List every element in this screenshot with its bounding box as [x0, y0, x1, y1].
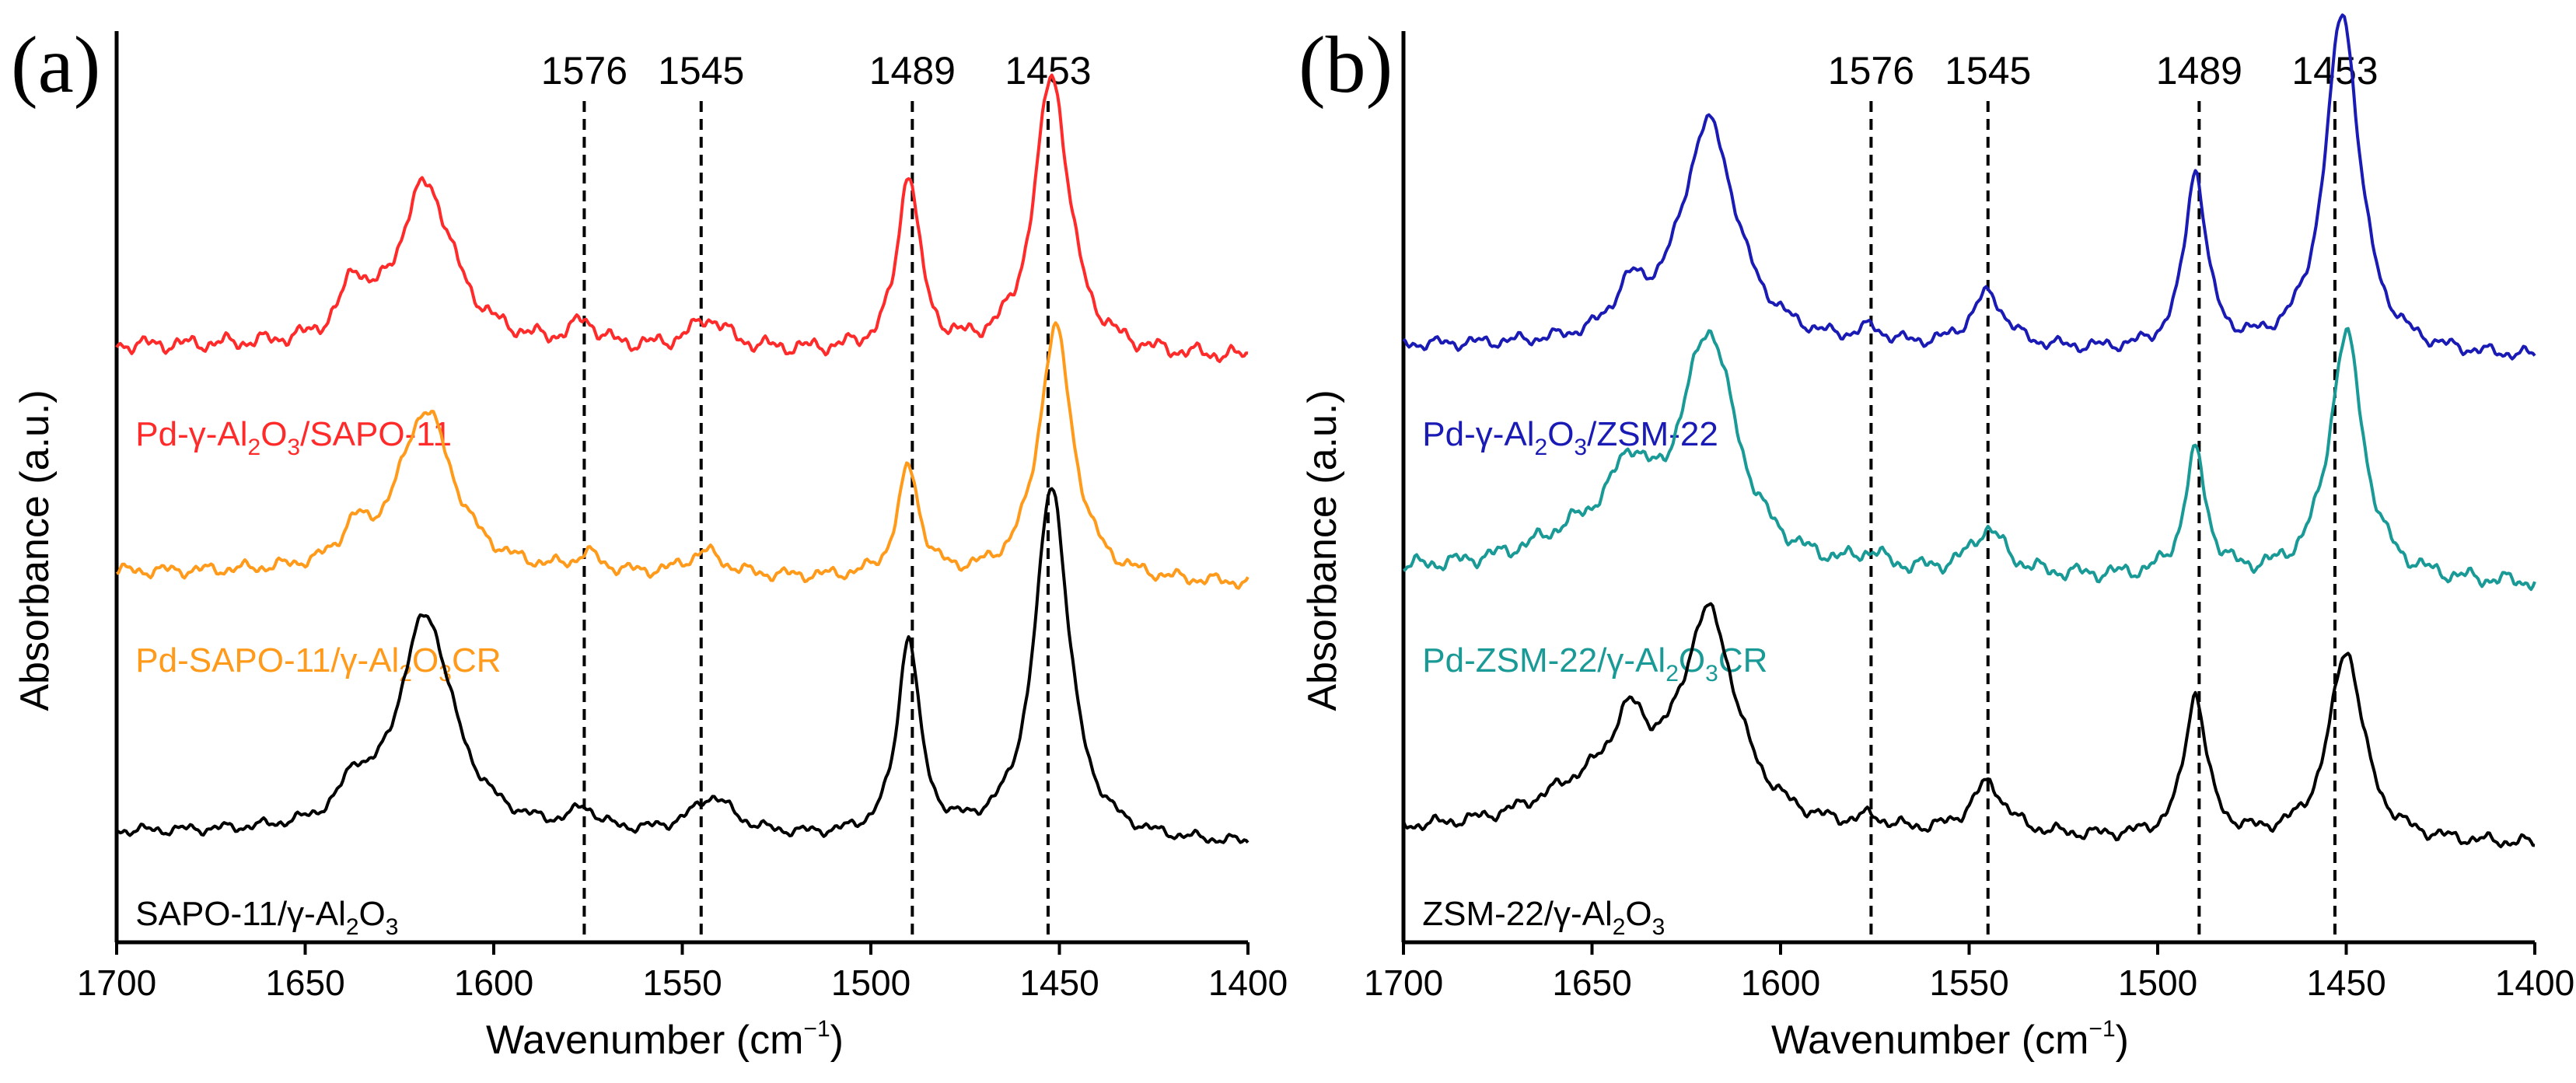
- series-label-subscript: 3: [1652, 914, 1665, 940]
- series-line: [1402, 327, 2536, 592]
- x-axis-title-main: Wavenumber (cm: [486, 1018, 803, 1063]
- series-label-text: O: [412, 641, 439, 679]
- reference-line-label: 1489: [869, 49, 956, 93]
- series-label-text: CR: [452, 641, 502, 679]
- x-axis-title-sup: −1: [803, 1016, 830, 1042]
- y-axis-title: Absorbance (a.u.): [12, 390, 58, 711]
- series-label: SAPO-11/γ-Al2O3: [135, 895, 398, 940]
- series-label-text: ZSM-22/γ-Al: [1422, 895, 1612, 933]
- series-label-text: O: [260, 415, 287, 453]
- series-line: [115, 321, 1250, 590]
- x-tick-label: 1700: [1364, 962, 1443, 1003]
- reference-line-label: 1489: [2156, 49, 2242, 93]
- series-label-text: /SAPO-11: [300, 415, 452, 453]
- series-label-subscript: 3: [1574, 435, 1587, 460]
- x-axis-title-end: ): [830, 1018, 844, 1063]
- series-label-text: Pd-γ-Al: [1422, 415, 1534, 453]
- series-label: ZSM-22/γ-Al2O3: [1422, 895, 1665, 940]
- series-label-subscript: 2: [1613, 914, 1626, 940]
- x-axis-title: Wavenumber (cm−1): [486, 1016, 844, 1063]
- series-label-text: /ZSM-22: [1587, 415, 1718, 453]
- x-tick-label: 1600: [1741, 962, 1820, 1003]
- series-label-text: Pd-ZSM-22/γ-Al: [1422, 641, 1665, 679]
- series-label-subscript: 2: [1665, 661, 1679, 686]
- x-tick-label: 1450: [1019, 962, 1099, 1003]
- x-axis-title-main: Wavenumber (cm: [1771, 1018, 2088, 1063]
- series-label-subscript: 2: [346, 914, 359, 940]
- series-label-text: Pd-SAPO-11/γ-Al: [135, 641, 399, 679]
- series-label-subscript: 3: [1705, 661, 1718, 686]
- x-tick-label: 1600: [454, 962, 533, 1003]
- panel-a: (a) Absorbance (a.u.) Wavenumber (cm−1) …: [11, 20, 1288, 1063]
- series-line: [115, 73, 1249, 363]
- panel-label: (b): [1298, 20, 1393, 110]
- x-tick-label: 1550: [1929, 962, 2008, 1003]
- panel-b: (b) Absorbance (a.u.) Wavenumber (cm−1) …: [1298, 13, 2574, 1063]
- series-label-subscript: 3: [386, 914, 399, 940]
- series-line: [116, 487, 1250, 844]
- reference-line-label: 1576: [1828, 49, 1914, 93]
- series-label-subscript: 2: [1535, 435, 1548, 460]
- series-label-text: Pd-γ-Al: [135, 415, 247, 453]
- series-label: Pd-γ-Al2O3/ZSM-22: [1422, 415, 1718, 460]
- series-label-subscript: 2: [248, 435, 261, 460]
- x-tick-label: 1400: [1208, 962, 1288, 1003]
- x-tick-label: 1650: [265, 962, 344, 1003]
- series-label-text: O: [1625, 895, 1652, 933]
- series-label-text: SAPO-11/γ-Al: [135, 895, 346, 933]
- series-label: Pd-ZSM-22/γ-Al2O3CR: [1422, 641, 1767, 686]
- x-tick-label: 1500: [831, 962, 911, 1003]
- panel-label: (a): [11, 20, 100, 110]
- series-label-text: O: [359, 895, 386, 933]
- x-axis-title-end: ): [2116, 1018, 2129, 1063]
- x-tick-label: 1700: [77, 962, 156, 1003]
- series-line: [1402, 602, 2536, 849]
- reference-line-label: 1545: [658, 49, 744, 93]
- x-tick-label: 1500: [2118, 962, 2197, 1003]
- x-tick-label: 1650: [1552, 962, 1631, 1003]
- series-label: Pd-γ-Al2O3/SAPO-11: [135, 415, 452, 460]
- x-tick-label: 1400: [2495, 962, 2574, 1003]
- reference-line-label: 1545: [1945, 49, 2031, 93]
- x-axis-title-sup: −1: [2088, 1016, 2115, 1042]
- reference-line-label: 1576: [541, 49, 627, 93]
- x-axis-title: Wavenumber (cm−1): [1771, 1016, 2129, 1063]
- series-line: [1402, 13, 2536, 361]
- y-axis-title: Absorbance (a.u.): [1300, 390, 1345, 711]
- series-label: Pd-SAPO-11/γ-Al2O3CR: [135, 641, 501, 686]
- series-label-text: O: [1547, 415, 1574, 453]
- series-label-subscript: 3: [287, 435, 300, 460]
- x-tick-label: 1550: [642, 962, 722, 1003]
- x-tick-label: 1450: [2306, 962, 2386, 1003]
